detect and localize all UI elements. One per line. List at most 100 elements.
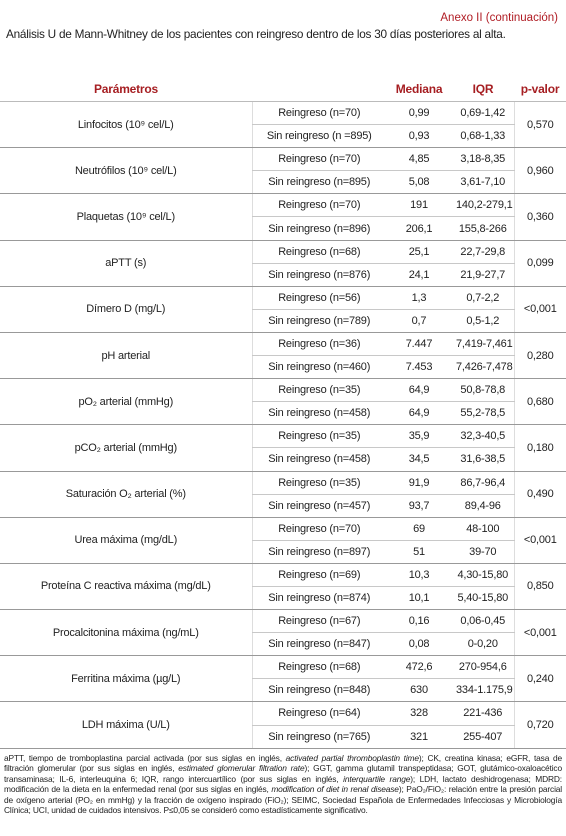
table-row: pCO₂ arterial (mmHg) Reingreso (n=35) 35,9… xyxy=(0,424,566,472)
iqr-cell: 140,2-279,1 xyxy=(452,193,514,218)
group-cell: Sin reingreso (n=848) xyxy=(251,678,386,703)
group-cell: Reingreso (n=68) xyxy=(251,655,386,680)
parameter-cell: Saturación O₂ arterial (%) xyxy=(0,471,252,518)
parameter-cell: pH arterial xyxy=(0,332,252,380)
median-cell: 206,1 xyxy=(386,216,452,241)
group-cell: Sin reingreso (n=458) xyxy=(251,447,386,472)
table-row: Sin reingreso (n=457) 93,7 89,4-96 xyxy=(0,494,566,518)
iqr-cell: 86,7-96,4 xyxy=(452,471,514,495)
parameter-cell: pO₂ arterial (mmHg) xyxy=(0,378,252,426)
p-value-cell: 0,240 xyxy=(513,655,566,703)
parameter-cell: Ferritina máxima (µg/L) xyxy=(0,655,252,703)
p-value-cell: 0,680 xyxy=(513,378,566,426)
group-cell: Reingreso (n=64) xyxy=(251,701,386,726)
group-cell: Sin reingreso (n =895) xyxy=(251,124,386,149)
group-cell: Sin reingreso (n=765) xyxy=(251,725,386,749)
parameter-cell: Neutrófilos (10⁹ cel/L) xyxy=(0,147,252,195)
group-cell: Reingreso (n=35) xyxy=(251,424,386,449)
table-row: Sin reingreso (n=847) 0,08 0-0,20 xyxy=(0,632,566,657)
median-cell: 10,3 xyxy=(386,563,452,587)
iqr-cell: 0,7-2,2 xyxy=(452,286,514,310)
footnote-text: ); PaO₂/FiO₂: relación entre la presión … xyxy=(4,784,562,816)
p-value-cell: 0,850 xyxy=(513,563,566,611)
iqr-cell: 39-70 xyxy=(452,540,514,564)
header-row: Parámetros Mediana IQR p-valor xyxy=(0,76,566,102)
iqr-cell: 221-436 xyxy=(452,701,514,726)
footnote-text: ); LDH, lactato deshidrogenasa; MDRD: mo… xyxy=(4,773,562,795)
parameter-cell: LDH máxima (U/L) xyxy=(0,701,252,749)
p-value-cell: 0,280 xyxy=(513,332,566,380)
iqr-cell: 55,2-78,5 xyxy=(452,401,514,426)
table-row: Ferritina máxima (µg/L) Reingreso (n=68) 4… xyxy=(0,655,566,703)
annex-label: Anexo II (continuación) xyxy=(440,12,558,24)
table-row: Sin reingreso (n=874) 10,1 5,40-15,80 xyxy=(0,586,566,611)
table-row: Sin reingreso (n=848) 630 334-1.175,9 xyxy=(0,678,566,703)
column-header: Parámetros xyxy=(0,76,252,102)
iqr-cell: 155,8-266 xyxy=(452,216,514,241)
footnote: aPTT, tiempo de tromboplastina parcial a… xyxy=(4,753,562,815)
median-cell: 5,08 xyxy=(386,170,452,195)
p-value-cell: <0,001 xyxy=(513,609,566,657)
table-row: Procalcitonina máxima (ng/mL) Reingreso (… xyxy=(0,609,566,657)
iqr-cell: 0,06-0,45 xyxy=(452,609,514,634)
group-cell: Reingreso (n=69) xyxy=(251,563,386,587)
group-cell: Reingreso (n=35) xyxy=(251,378,386,403)
median-cell: 91,9 xyxy=(386,471,452,495)
p-value-cell: <0,001 xyxy=(513,517,566,564)
results-table: Parámetros Mediana IQR p-valor Linfocito… xyxy=(0,76,566,749)
median-cell: 69 xyxy=(386,517,452,541)
group-cell: Reingreso (n=70) xyxy=(251,147,386,172)
median-cell: 472,6 xyxy=(386,655,452,680)
median-cell: 0,7 xyxy=(386,309,452,333)
column-header: p-valor xyxy=(514,76,566,102)
group-cell: Sin reingreso (n=460) xyxy=(251,355,386,380)
median-cell: 0,93 xyxy=(386,124,452,149)
footnote-text: interquartile range xyxy=(343,773,411,784)
iqr-cell: 334-1.175,9 xyxy=(452,678,514,703)
table-row: Sin reingreso (n =895) 0,93 0,68-1,33 xyxy=(0,124,566,149)
p-value-cell: <0,001 xyxy=(513,286,566,333)
footnote-text: ); GGT, gamma glutamil transpeptidasa; G… xyxy=(4,763,562,784)
column-header: Mediana xyxy=(386,76,452,102)
table-row: Sin reingreso (n=876) 24,1 21,9-27,7 xyxy=(0,263,566,287)
group-cell: Sin reingreso (n=874) xyxy=(251,586,386,611)
parameter-cell: pCO₂ arterial (mmHg) xyxy=(0,424,252,472)
table-row: pO₂ arterial (mmHg) Reingreso (n=35) 64,9 5… xyxy=(0,378,566,426)
parameter-cell: Urea máxima (mg/dL) xyxy=(0,517,252,564)
iqr-cell: 7,419-7,461 xyxy=(452,332,514,357)
footnote-text: estimated glomerular filtration rate xyxy=(178,763,305,774)
iqr-cell: 21,9-27,7 xyxy=(452,263,514,287)
median-cell: 328 xyxy=(386,701,452,726)
p-value-cell: 0,360 xyxy=(513,193,566,241)
iqr-cell: 7,426-7,478 xyxy=(452,355,514,380)
median-cell: 10,1 xyxy=(386,586,452,611)
group-cell: Sin reingreso (n=847) xyxy=(251,632,386,657)
iqr-cell: 270-954,6 xyxy=(452,655,514,680)
table-row: LDH máxima (U/L) Reingreso (n=64) 328 221-4… xyxy=(0,701,566,749)
median-cell: 51 xyxy=(386,540,452,564)
group-cell: Reingreso (n=70) xyxy=(251,193,386,218)
table-row: Urea máxima (mg/dL) Reingreso (n=70) 69 48-… xyxy=(0,517,566,564)
median-cell: 34,5 xyxy=(386,447,452,472)
table-row: Sin reingreso (n=460) 7.453 7,426-7,478 xyxy=(0,355,566,380)
iqr-cell: 255-407 xyxy=(452,725,514,749)
p-value-cell: 0,490 xyxy=(513,471,566,518)
table-row: pH arterial Reingreso (n=36) 7.447 7,419-7,… xyxy=(0,332,566,380)
iqr-cell: 31,6-38,5 xyxy=(452,447,514,472)
median-cell: 321 xyxy=(386,725,452,749)
parameter-cell: Plaquetas (10⁹ cel/L) xyxy=(0,193,252,241)
table-row: Sin reingreso (n=458) 64,9 55,2-78,5 xyxy=(0,401,566,426)
footnote-text: ); CK, creatina kinasa; eGFR, tasa de fi… xyxy=(4,753,562,774)
table-row: aPTT (s) Reingreso (n=68) 25,1 22,7-29,8 0,0… xyxy=(0,240,566,287)
iqr-cell: 0-0,20 xyxy=(452,632,514,657)
footnote-text: modification of diet in renal disease xyxy=(271,784,399,795)
p-value-cell: 0,720 xyxy=(513,701,566,749)
table-row: Proteína C reactiva máxima (mg/dL) Reingr… xyxy=(0,563,566,611)
table-title: Análisis U de Mann-Whitney de los pacien… xyxy=(6,27,506,41)
iqr-cell: 32,3-40,5 xyxy=(452,424,514,449)
group-cell: Sin reingreso (n=896) xyxy=(251,216,386,241)
table-row: Dímero D (mg/L) Reingreso (n=56) 1,3 0,7-2,… xyxy=(0,286,566,333)
table-row: Sin reingreso (n=458) 34,5 31,6-38,5 xyxy=(0,447,566,472)
parameter-cell: Dímero D (mg/L) xyxy=(0,286,252,333)
